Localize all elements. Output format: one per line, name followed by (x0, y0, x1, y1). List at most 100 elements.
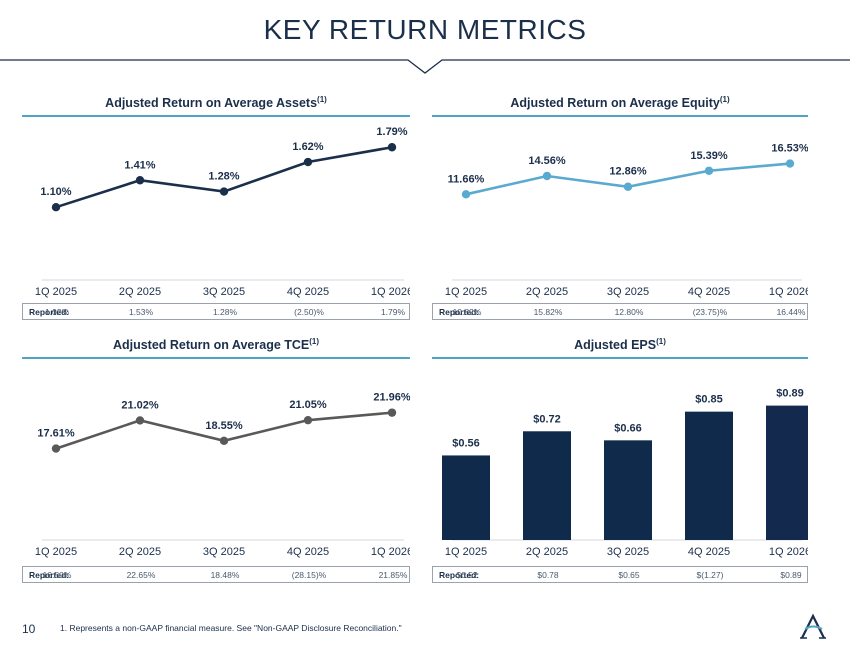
reported-value: 21.85% (378, 570, 408, 580)
reported-label: Reported: (29, 307, 70, 317)
reported-label: Reported: (29, 570, 70, 580)
reported-value: (28.15)% (291, 570, 327, 580)
x-tick-label: 3Q 2025 (203, 546, 245, 558)
reported-value: 16.50% (42, 570, 72, 580)
eps-chart: $0.56 $0.72 $0.66 $0.85 $0.89 1Q 2025 2Q 2025 3… (442, 388, 808, 558)
eps-reported-row: Reported: $0.52 $0.78 $0.65 $(1.27) $0.89 (432, 566, 808, 583)
reported-value: 22.65% (126, 570, 156, 580)
data-label: 16.53% (771, 143, 808, 155)
bar (442, 455, 490, 540)
page-title: KEY RETURN METRICS (263, 14, 587, 45)
reported-value: 16.44% (776, 307, 806, 317)
reported-value: 15.82% (533, 307, 563, 317)
rotce-title: Adjusted Return on Average TCE(1) (112, 337, 320, 353)
data-label: 14.56% (528, 155, 566, 167)
data-point (219, 187, 229, 196)
rotce-reported-row: Reported: 16.50% 22.65% 18.48% (28.15)% 21.8… (22, 566, 410, 583)
bar (685, 411, 733, 540)
data-label: $0.56 (452, 437, 480, 449)
roae-reported-row: Reported: 10.82% 15.82% 12.80% (23.75)% 16.4… (432, 303, 808, 320)
x-tick-label: 4Q 2025 (287, 546, 329, 558)
reported-value: 1.79% (380, 307, 406, 317)
x-tick-label: 4Q 2025 (688, 546, 730, 558)
data-point (303, 157, 313, 167)
roaa-reported-row: Reported: 1.02% 1.53% 1.28% (2.50)% 1.79% (22, 303, 410, 320)
x-tick-label: 1Q 2025 (35, 286, 77, 298)
roae-chart: 11.66% 14.56% 12.86% 15.39% 16.53% 1Q 2025 2Q … (445, 143, 808, 298)
data-label: $0.66 (614, 422, 642, 434)
data-label: 17.61% (37, 428, 75, 440)
reported-value: 18.48% (210, 570, 240, 580)
rotce-panel: Adjusted Return on Average TCE(1) 17.61%… (22, 337, 410, 587)
reported-value: 1.28% (212, 307, 238, 317)
roaa-chart: 1.10% 1.41% 1.28% 1.62% 1.79% 1Q 2025 2Q 2025 3… (35, 126, 410, 298)
reported-value: $0.65 (618, 570, 640, 580)
x-tick-label: 1Q 2025 (445, 286, 487, 298)
data-point (51, 202, 61, 212)
data-point (704, 166, 714, 175)
company-logo (800, 613, 826, 639)
data-point (219, 436, 229, 446)
x-tick-label: 3Q 2025 (203, 286, 245, 298)
reported-label: Reported: (439, 307, 480, 317)
reported-value: 1.02% (44, 307, 70, 317)
roaa-title-underline (22, 115, 410, 117)
page-number: 10 (22, 622, 36, 636)
reported-value: (23.75)% (692, 307, 728, 317)
data-label: 21.05% (289, 399, 327, 411)
reported-value: 1.53% (128, 307, 154, 317)
data-label: $0.89 (776, 388, 804, 400)
data-point (542, 171, 552, 181)
x-tick-label: 2Q 2025 (119, 546, 161, 558)
data-point (623, 182, 633, 191)
roae-panel: Adjusted Return on Average Equity(1) 11.… (432, 95, 808, 330)
title-divider (0, 59, 850, 74)
roae-title-underline (432, 115, 808, 117)
reported-value: $0.52 (456, 570, 478, 580)
data-label: $0.72 (533, 413, 561, 425)
x-tick-label: 4Q 2025 (287, 286, 329, 298)
data-point (387, 143, 397, 152)
x-tick-label: 1Q 2025 (35, 546, 77, 558)
bar (766, 405, 808, 540)
rotce-title-underline (22, 357, 410, 359)
x-tick-label: 1Q 2026 (371, 546, 410, 558)
x-tick-label: 2Q 2025 (526, 286, 568, 298)
data-point (461, 190, 471, 199)
reported-label: Reported: (439, 570, 480, 580)
rotce-chart: 17.61% 21.02% 18.55% 21.05% 21.96% 1Q 2025 2Q … (35, 392, 410, 558)
data-point (51, 444, 61, 453)
data-label: 1.79% (376, 126, 407, 138)
eps-title: Adjusted EPS(1) (574, 337, 666, 353)
data-point (135, 176, 145, 185)
reported-value: 12.80% (614, 307, 644, 317)
data-label: 1.10% (40, 186, 71, 198)
data-label: 21.96% (373, 392, 410, 404)
reported-value: $(1.27) (696, 570, 724, 580)
data-label: 18.55% (205, 420, 243, 432)
x-tick-label: 3Q 2025 (607, 286, 649, 298)
x-tick-label: 1Q 2026 (769, 286, 808, 298)
data-point (303, 415, 313, 425)
roaa-panel: Adjusted Return on Average Assets(1) 1.1… (22, 95, 410, 330)
reported-value: (2.50)% (294, 307, 324, 317)
reported-value: 10.82% (452, 307, 482, 317)
roae-title: Adjusted Return on Average Equity(1) (510, 95, 730, 111)
data-label: 1.41% (124, 159, 155, 171)
bar (523, 431, 571, 540)
x-tick-label: 1Q 2026 (769, 546, 808, 558)
data-label: 1.62% (292, 141, 323, 153)
x-tick-label: 2Q 2025 (119, 286, 161, 298)
eps-title-underline (432, 357, 808, 359)
data-label: 12.86% (609, 166, 647, 178)
eps-panel: Adjusted EPS(1) $0.56 $0.72 $0.66 $0.85 $0.8… (432, 337, 808, 587)
x-tick-label: 1Q 2025 (445, 546, 487, 558)
bar (604, 440, 652, 540)
data-label: 11.66% (448, 173, 485, 185)
footnote: 1. Represents a non-GAAP financial measu… (60, 623, 402, 633)
roaa-title: Adjusted Return on Average Assets(1) (105, 95, 327, 111)
data-label: 21.02% (121, 399, 159, 411)
x-tick-label: 1Q 2026 (371, 286, 410, 298)
reported-value: $0.89 (780, 570, 802, 580)
data-label: 1.28% (208, 171, 239, 183)
